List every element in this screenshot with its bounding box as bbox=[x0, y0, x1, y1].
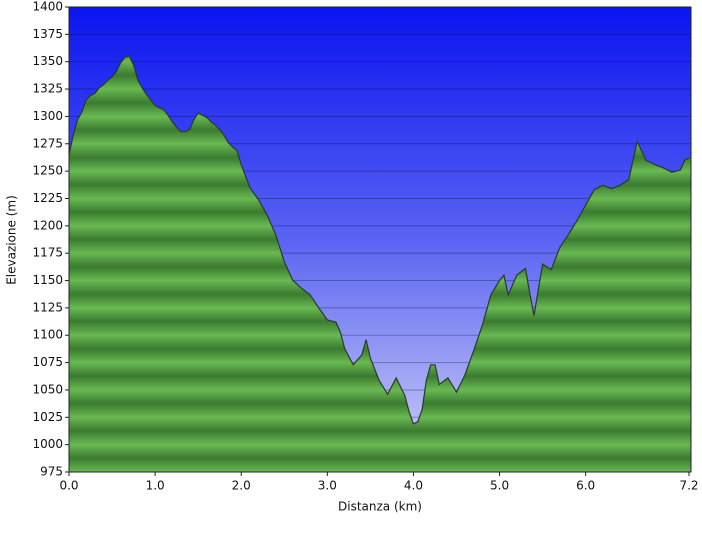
y-tick-label: 1175 bbox=[32, 246, 63, 260]
area-bands bbox=[69, 56, 691, 472]
y-tick-label: 1125 bbox=[32, 300, 63, 314]
y-tick-label: 1350 bbox=[32, 54, 63, 68]
x-tick-label: 7.2 bbox=[679, 479, 698, 493]
y-tick-label: 1200 bbox=[32, 218, 63, 232]
y-axis-title: Elevazione (m) bbox=[5, 195, 19, 285]
x-tick-label: 6.0 bbox=[576, 479, 595, 493]
y-tick-label: 1100 bbox=[32, 328, 63, 342]
y-tick-label: 975 bbox=[40, 465, 63, 479]
y-tick-label: 1400 bbox=[32, 0, 63, 14]
y-tick-label: 1075 bbox=[32, 355, 63, 369]
x-tick-label: 2.0 bbox=[232, 479, 251, 493]
y-tick-label: 1275 bbox=[32, 136, 63, 150]
x-tick-label: 1.0 bbox=[146, 479, 165, 493]
x-tick-label: 3.0 bbox=[318, 479, 337, 493]
x-tick-label: 0.0 bbox=[59, 479, 78, 493]
y-tick-label: 1000 bbox=[32, 437, 63, 451]
y-tick-label: 1250 bbox=[32, 164, 63, 178]
plot-frame bbox=[68, 6, 692, 473]
y-tick-label: 1025 bbox=[32, 410, 63, 424]
y-tick-label: 1150 bbox=[32, 273, 63, 287]
profile-line bbox=[69, 55, 690, 425]
y-tick-label: 1225 bbox=[32, 191, 63, 205]
y-tick-label: 1300 bbox=[32, 109, 63, 123]
x-tick-label: 4.0 bbox=[404, 479, 423, 493]
x-tick-label: 5.0 bbox=[490, 479, 509, 493]
y-tick-label: 1050 bbox=[32, 382, 63, 396]
y-tick-label: 1325 bbox=[32, 82, 63, 96]
x-axis-title: Distanza (km) bbox=[338, 500, 422, 514]
y-tick-label: 1375 bbox=[32, 27, 63, 41]
